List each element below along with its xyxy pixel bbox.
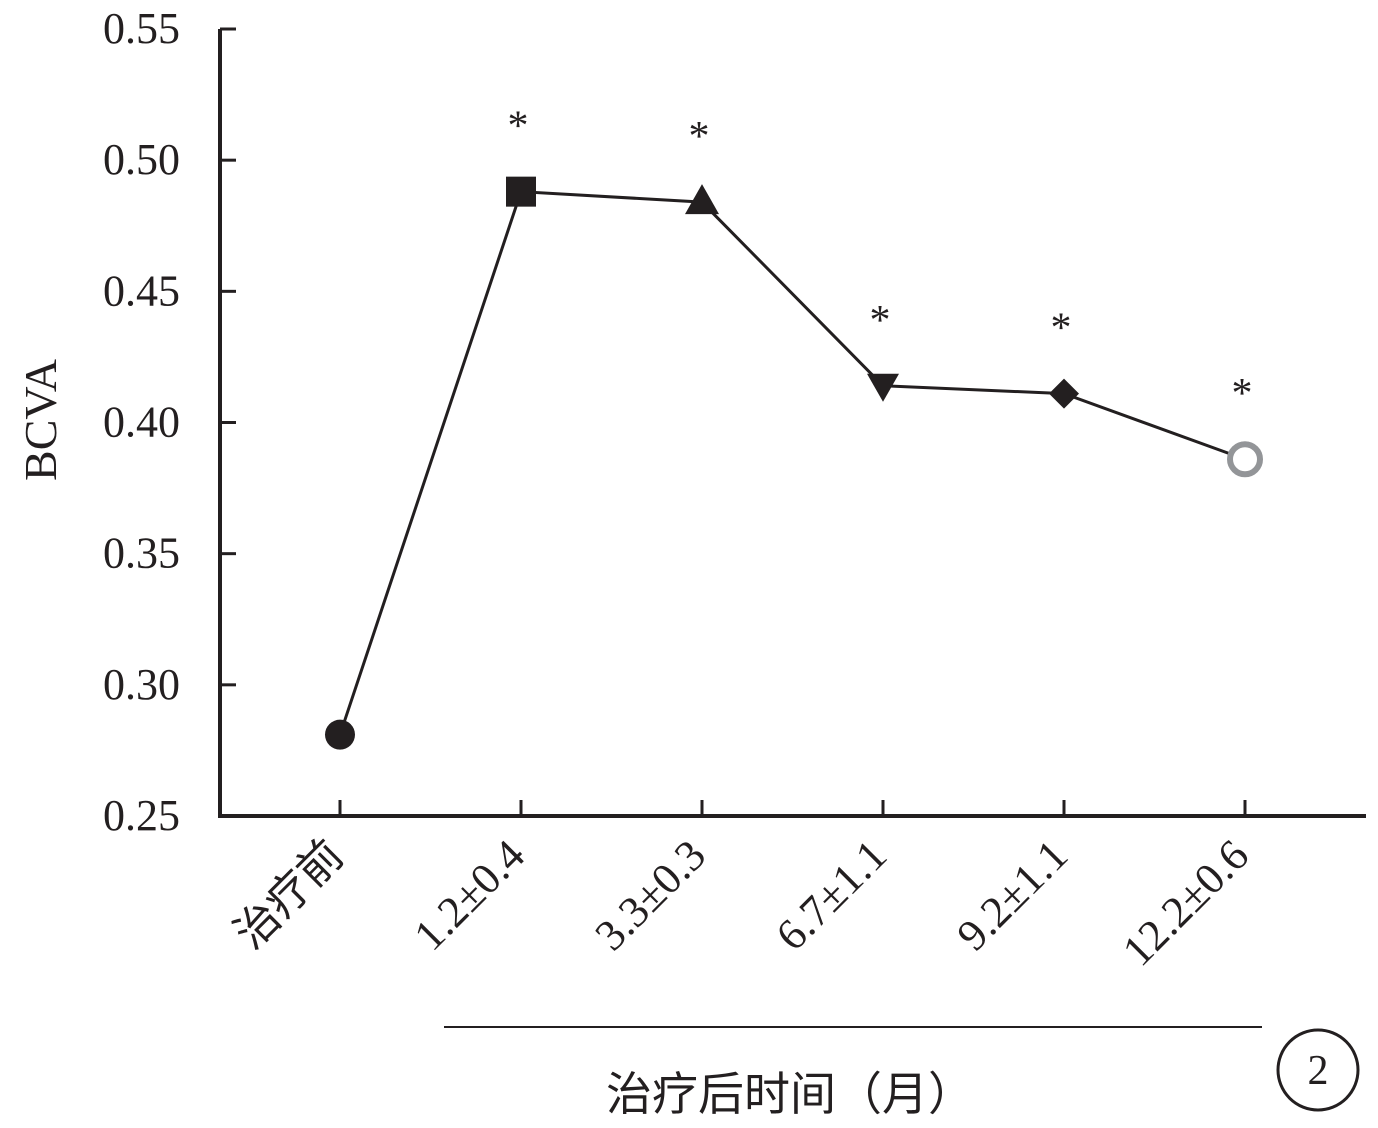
- x-axis-title: 治疗后时间（月）: [606, 1069, 974, 1120]
- series-polyline: [338, 190, 1246, 736]
- y-tick-label: 0.40: [103, 398, 180, 447]
- x-tick-label: 1.2±0.4: [405, 830, 535, 960]
- significance-star: *: [508, 104, 529, 150]
- marker-ring: [1227, 441, 1263, 478]
- y-axis-ticks: 0.25 0.30 0.35 0.40 0.45 0.50 0.55: [103, 4, 236, 840]
- y-tick-label: 0.55: [103, 4, 180, 53]
- significance-star: *: [1051, 306, 1072, 352]
- significance-star: *: [870, 298, 891, 344]
- x-tick-label: 9.2±1.1: [948, 830, 1078, 960]
- y-tick-label: 0.25: [103, 791, 180, 840]
- x-tick-label: 12.2±0.6: [1113, 830, 1258, 975]
- x-tick-label: 6.7±1.1: [767, 830, 897, 960]
- significance-star: *: [689, 114, 710, 160]
- marker-diamond: [1049, 378, 1079, 409]
- significance-labels: * * * * *: [508, 104, 1253, 418]
- y-axis-title: BCVA: [15, 359, 66, 481]
- series-line: [338, 190, 1246, 736]
- marker-circle: [325, 719, 355, 750]
- panel-label: 2: [1308, 1048, 1329, 1094]
- marker-triangle-up: [685, 184, 719, 215]
- data-markers: [325, 176, 1263, 750]
- y-tick-label: 0.35: [103, 529, 180, 578]
- x-tick-label: 治疗前: [225, 830, 353, 958]
- y-tick-label: 0.30: [103, 660, 180, 709]
- panel-label-circle: [1276, 1028, 1360, 1112]
- axes: [218, 29, 1366, 818]
- marker-square: [506, 176, 536, 207]
- x-tick-label: 3.3±0.3: [586, 830, 716, 960]
- significance-star: *: [1232, 371, 1253, 417]
- y-tick-label: 0.50: [103, 135, 180, 184]
- y-tick-label: 0.45: [103, 266, 180, 315]
- x-axis-ticks: 治疗前 1.2±0.4 3.3±0.3 6.7±1.1 9.2±1.1 12.2±0.6: [225, 800, 1258, 975]
- marker-triangle-down: [867, 373, 899, 402]
